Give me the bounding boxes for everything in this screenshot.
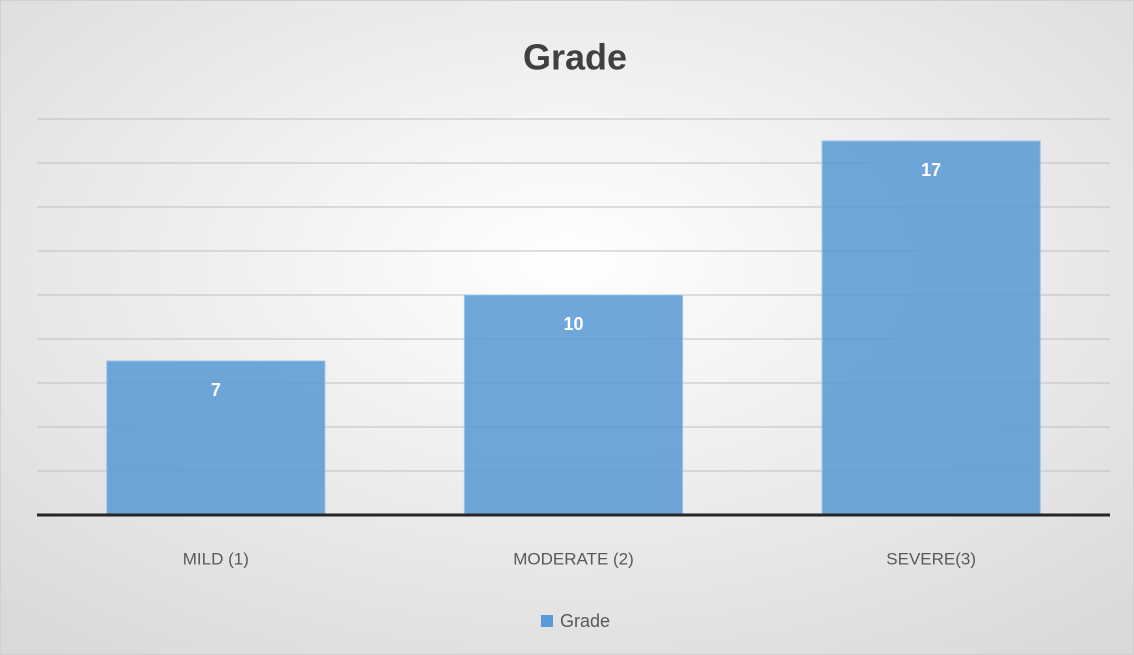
x-tick-label: MILD (1)	[183, 549, 249, 568]
x-tick-label: MODERATE (2)	[513, 549, 634, 568]
bar	[106, 360, 326, 516]
bar	[821, 140, 1041, 516]
legend-swatch	[541, 615, 553, 627]
x-tick-label: SEVERE(3)	[886, 549, 976, 568]
legend-label: Grade	[560, 611, 610, 631]
data-label: 17	[921, 160, 941, 180]
chart-title: Grade	[523, 37, 627, 78]
data-label: 10	[563, 314, 583, 334]
data-label: 7	[211, 380, 221, 400]
